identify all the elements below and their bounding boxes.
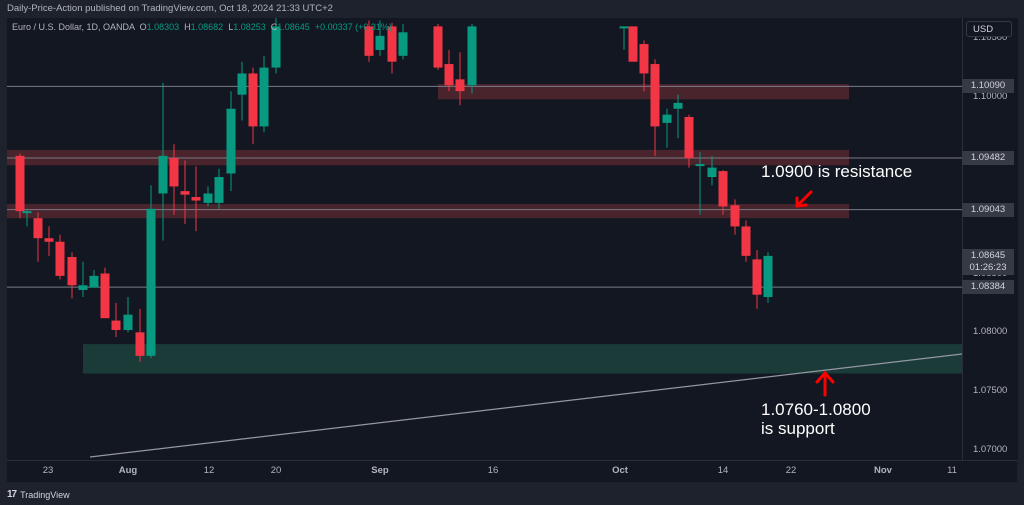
candle-up — [271, 26, 281, 68]
candle-up — [398, 32, 408, 56]
candle-up — [214, 177, 224, 203]
candlestick-plot[interactable] — [7, 18, 962, 460]
candle-down — [111, 320, 121, 330]
candle-up — [89, 275, 99, 288]
time-tick: Aug — [118, 465, 138, 476]
support-zone — [83, 344, 962, 374]
candle-up — [237, 73, 247, 95]
candle-down — [730, 205, 740, 227]
support-arrow-icon — [815, 370, 835, 397]
price-tag: 1.08384 — [962, 280, 1014, 295]
candle-down — [444, 64, 454, 86]
trendline — [89, 353, 962, 458]
candle-up — [707, 167, 717, 178]
price-tick: 1.07000 — [973, 444, 1008, 455]
time-tick: Nov — [874, 465, 892, 476]
candle-up — [158, 155, 168, 194]
candle-up — [226, 108, 236, 174]
candle-down — [15, 155, 25, 212]
high-label: H — [184, 22, 191, 32]
candle-down — [433, 26, 443, 68]
candle-up — [467, 26, 477, 86]
candle-down — [180, 191, 190, 195]
candle-down — [67, 257, 77, 286]
candle-down — [684, 117, 694, 159]
time-tick: 11 — [947, 465, 957, 476]
candle-up — [123, 314, 133, 330]
close-label: C — [270, 22, 278, 32]
chart-pane[interactable] — [7, 18, 962, 460]
price-tag: 1.08645 01:26:23 — [962, 249, 1014, 276]
price-tag: 1.10090 — [962, 79, 1014, 94]
candle-up — [203, 193, 213, 203]
open-label: O — [139, 22, 147, 32]
open-value: 1.08303 — [146, 22, 180, 32]
candle-down — [741, 226, 751, 256]
time-axis[interactable] — [7, 460, 1017, 483]
candle-up — [695, 164, 705, 167]
candle-down — [55, 241, 65, 276]
candle-up — [763, 255, 773, 298]
candle-down — [752, 259, 762, 295]
candle-down — [248, 73, 258, 127]
support-annotation-line1: 1.0760-1.0800 — [761, 400, 871, 419]
resistance-zone — [7, 204, 849, 219]
support-annotation-line2: is support — [761, 419, 835, 438]
price-tick: 1.10500 — [973, 32, 1007, 43]
candle-down — [628, 26, 638, 62]
close-value: 1.08645 — [277, 22, 310, 32]
time-tick: Oct — [612, 465, 628, 476]
brand-name: TradingView — [20, 489, 70, 500]
price-tick: 1.08000 — [973, 326, 1008, 338]
candle-down — [135, 332, 145, 356]
tradingview-logo-icon: 17 — [7, 489, 17, 500]
price-tag: 1.09482 — [962, 150, 1014, 165]
candle-down — [639, 44, 649, 74]
low-value: 1.08253 — [233, 22, 266, 32]
time-tick: 14 — [717, 465, 729, 476]
time-tick: 23 — [42, 465, 54, 476]
candle-down — [364, 26, 374, 56]
tradingview-brand[interactable]: 17 TradingView — [7, 489, 70, 500]
candle-down — [191, 197, 201, 201]
candle-up — [259, 67, 269, 127]
time-tick: 22 — [785, 465, 797, 476]
ohlc-legend: Euro / U.S. Dollar, 1D, OANDA O1.08303 H… — [12, 22, 392, 32]
low-label: L — [228, 22, 234, 32]
resistance-zone — [438, 84, 849, 100]
time-tick: 16 — [487, 465, 499, 476]
resistance-annotation: 1.0900 is resistance — [761, 162, 913, 181]
symbol-label: Euro / U.S. Dollar, 1D, OANDA — [12, 22, 135, 32]
candle-up — [673, 102, 683, 109]
time-tick: Sep — [371, 465, 389, 476]
candle-up — [662, 114, 672, 123]
candle-down — [650, 64, 660, 127]
candle-down — [718, 171, 728, 207]
change-value: +0.00337 (+0.31%) — [314, 22, 392, 32]
price-tag: 1.09043 — [962, 202, 1014, 217]
candle-down — [44, 238, 54, 242]
price-tick: 1.07500 — [973, 385, 1008, 397]
candle-up — [146, 208, 156, 356]
candle-down — [33, 218, 43, 239]
currency-button[interactable]: USD — [966, 21, 1012, 37]
publisher-text: Daily-Price-Action published on TradingV… — [7, 3, 333, 14]
footer-bar — [0, 482, 1024, 505]
candle-up — [78, 285, 88, 290]
time-tick: 20 — [270, 465, 282, 476]
price-tick: 1.10000 — [973, 91, 1008, 102]
candle-down — [169, 158, 179, 187]
candle-up — [619, 26, 629, 29]
time-tick: 12 — [203, 465, 215, 476]
candle-up — [22, 211, 32, 214]
high-value: 1.08682 — [190, 22, 224, 32]
publisher-bar: Daily-Price-Action published on TradingV… — [0, 0, 1024, 18]
candle-down — [455, 79, 465, 92]
candle-up — [375, 35, 385, 50]
candle-down — [100, 273, 110, 319]
resistance-arrow-icon — [795, 190, 813, 208]
candle-down — [387, 26, 397, 62]
